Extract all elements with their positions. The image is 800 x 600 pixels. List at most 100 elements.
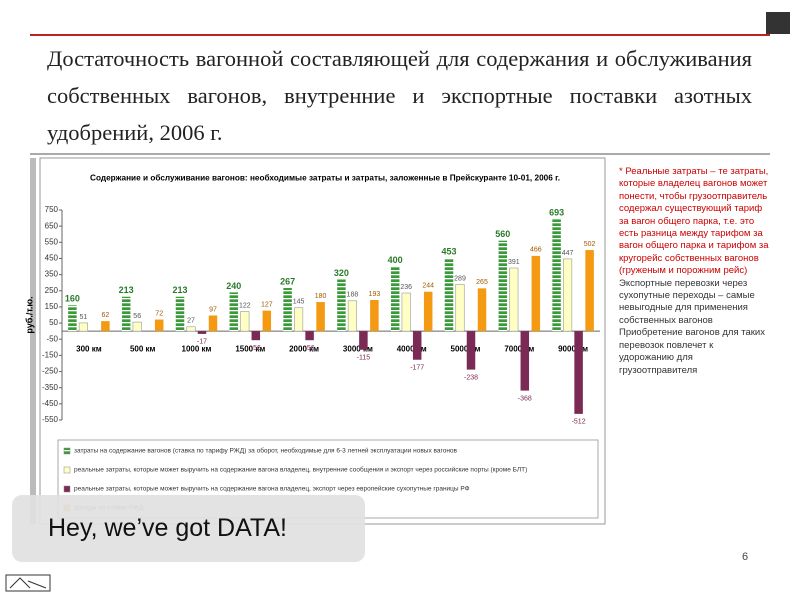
value-label: 320	[334, 268, 349, 278]
x-tick-label: 1000 км	[182, 344, 212, 353]
bar	[359, 331, 368, 350]
x-tick-label: 2000 км	[289, 344, 319, 353]
bar	[294, 307, 304, 332]
value-label: 122	[239, 302, 251, 309]
legend-label: реальные затраты, которые может выручить…	[74, 485, 470, 493]
value-label: -56	[305, 345, 315, 352]
bar	[78, 322, 88, 332]
legend-label: затраты на содержание вагонов (ставка по…	[74, 447, 458, 455]
legend-label: реальные затраты, которые может выручить…	[74, 466, 527, 474]
x-tick-label: 5000 км	[451, 344, 481, 353]
x-tick-label: 9000 км	[558, 344, 588, 353]
value-label: -17	[197, 339, 207, 346]
y-tick-label: 250	[45, 286, 59, 295]
y-tick-label: 50	[49, 318, 58, 327]
value-label: 97	[209, 306, 217, 313]
note: Приобретение вагонов для таких перевозок…	[619, 327, 765, 376]
value-label: 236	[400, 284, 412, 291]
value-label: 213	[172, 285, 187, 295]
bar	[531, 255, 541, 332]
value-label: 160	[65, 294, 80, 304]
y-tick-label: -250	[42, 367, 59, 376]
legend-swatch	[63, 485, 71, 493]
y-tick-label: 150	[45, 302, 59, 311]
value-label: 391	[508, 259, 520, 266]
bar	[262, 310, 272, 332]
y-axis-label: руб./т.ю.	[24, 296, 34, 333]
bar	[175, 296, 185, 332]
value-label: 56	[133, 313, 141, 320]
bar	[585, 250, 594, 332]
bar	[444, 257, 454, 332]
left-bar	[30, 158, 36, 524]
chart-title-line: Содержание и обслуживание вагонов: необх…	[90, 172, 560, 182]
value-label: -512	[572, 419, 586, 426]
overlay-banner: Hey, we’ve got DATA!	[12, 495, 365, 562]
bar	[466, 331, 476, 370]
value-label: 193	[369, 291, 381, 298]
y-tick-label: -50	[46, 334, 58, 343]
bar	[154, 319, 164, 332]
corner-square	[766, 12, 790, 34]
value-label: 188	[347, 292, 359, 299]
value-label: 51	[80, 314, 88, 321]
value-label: 502	[584, 241, 596, 248]
value-label: 289	[454, 275, 466, 282]
bar	[240, 311, 250, 332]
value-label: 560	[495, 229, 510, 239]
y-tick-label: -150	[42, 350, 59, 359]
value-label: 145	[293, 299, 305, 306]
value-label: 213	[119, 285, 134, 295]
slide-title: Достаточность вагонной составляющей для …	[47, 46, 752, 145]
x-tick-label: 4000 км	[397, 344, 427, 353]
bar	[121, 296, 131, 332]
value-label: 244	[422, 283, 434, 290]
bar	[509, 267, 519, 332]
note: Экспортные перевозки через сухопутные пе…	[619, 277, 755, 326]
y-tick-label: -550	[42, 415, 59, 424]
y-tick-label: 550	[45, 237, 59, 246]
bar	[101, 321, 110, 332]
y-tick-label: -350	[42, 383, 59, 392]
value-label: 400	[388, 255, 403, 265]
y-tick-label: 750	[45, 205, 59, 214]
bar	[423, 291, 433, 332]
bar	[563, 258, 573, 332]
bar	[390, 266, 400, 332]
value-label: 466	[530, 247, 542, 254]
bar	[520, 331, 530, 391]
value-label: -368	[518, 395, 532, 402]
bar	[498, 240, 508, 332]
bar	[574, 331, 583, 414]
bar	[229, 292, 239, 332]
value-label: 62	[102, 312, 110, 319]
nav-icon	[5, 574, 51, 592]
y-tick-label: -450	[42, 399, 59, 408]
bar	[283, 288, 292, 332]
bar	[305, 331, 314, 341]
bar	[208, 315, 218, 332]
value-label: 265	[476, 279, 488, 286]
bar	[347, 300, 357, 332]
note: * Реальные затраты – те затраты, которые…	[619, 166, 769, 277]
bar	[370, 299, 379, 332]
y-tick-label: 350	[45, 270, 59, 279]
bar	[477, 288, 487, 332]
bar	[401, 292, 411, 332]
bar	[186, 326, 196, 332]
bar	[316, 302, 325, 332]
value-label: -177	[410, 365, 424, 372]
bar	[412, 331, 422, 360]
value-label: 267	[280, 276, 295, 286]
x-tick-label: 300 км	[76, 344, 102, 353]
y-tick-label: 450	[45, 254, 59, 263]
x-tick-label: 1500 км	[235, 344, 265, 353]
bar	[68, 305, 77, 332]
bar	[337, 279, 346, 332]
legend-swatch	[63, 447, 71, 455]
value-label: 27	[187, 318, 195, 325]
page-number: 6	[742, 551, 749, 563]
value-label: -238	[464, 374, 478, 381]
